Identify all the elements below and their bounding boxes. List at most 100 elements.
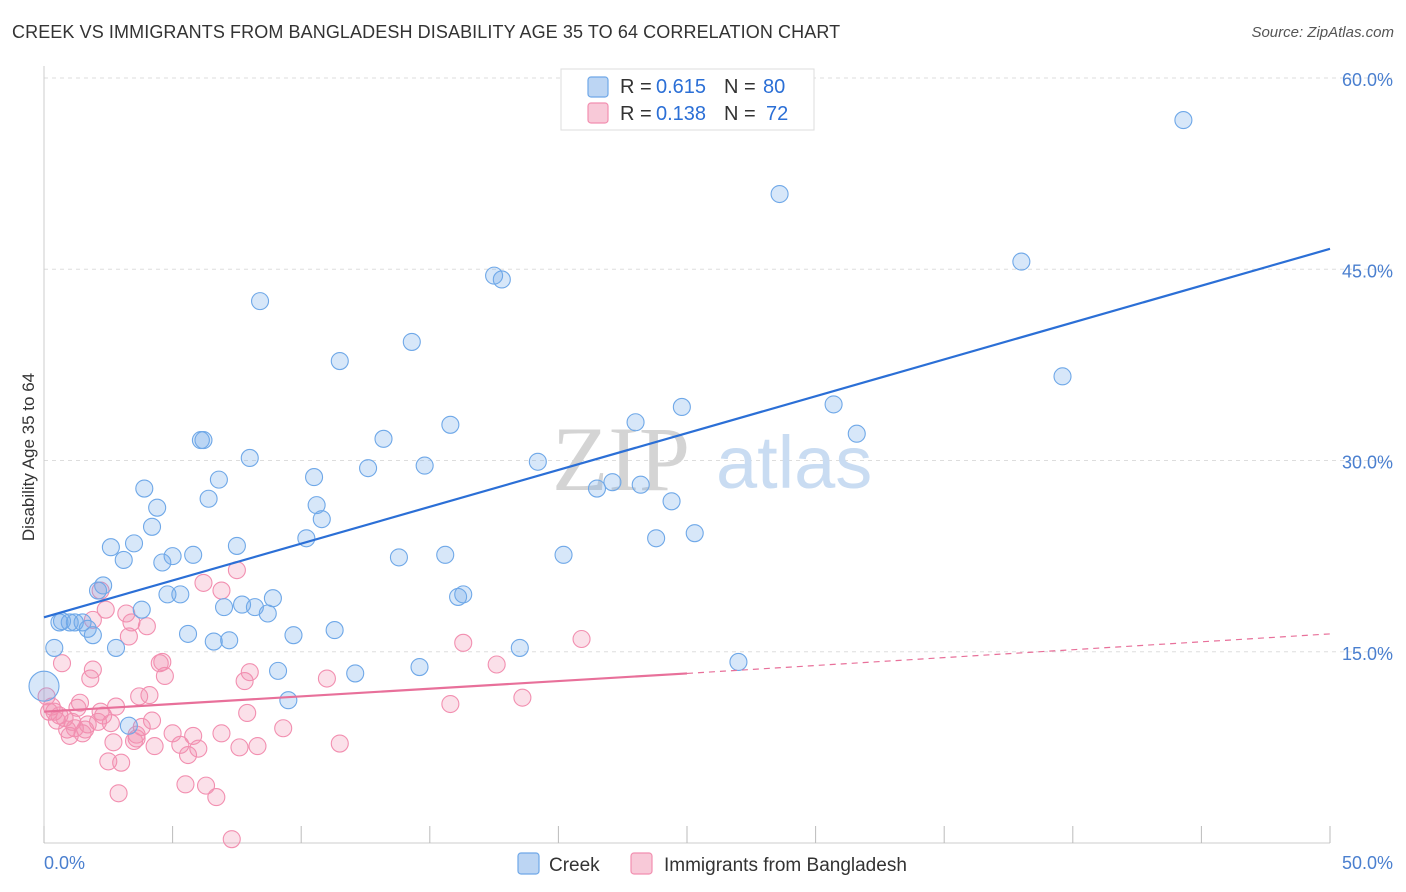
bangladesh-point-37 [142, 711, 162, 730]
legend: R = 0.615 N = 80 R = 0.138 N = 72 [560, 68, 815, 131]
creek-point-21 [163, 547, 182, 566]
bangladesh-point-21 [94, 706, 113, 725]
creek-point-28 [204, 632, 223, 651]
bangladesh-point-51 [212, 724, 231, 743]
creek-point-0 [28, 670, 60, 702]
creek-point-36 [250, 292, 270, 311]
watermark-zip: ZIP [552, 408, 690, 510]
creek-point-56 [441, 415, 460, 434]
creek-point-62 [528, 452, 547, 471]
bangladesh-point-18 [83, 660, 102, 679]
bangladesh-point-23 [101, 714, 120, 733]
bangladesh-point-55 [235, 672, 254, 691]
bangladesh-point-70 [212, 581, 231, 600]
bangladesh-point-12 [68, 698, 87, 717]
legend-r-label-bangladesh: R = [620, 103, 652, 125]
creek-point-1 [45, 638, 64, 657]
bangladesh-point-47 [189, 739, 208, 758]
bangladesh-point-64 [487, 655, 506, 674]
bangladesh-point-56 [238, 703, 257, 723]
bangladesh-point-57 [240, 663, 259, 682]
creek-point-8 [83, 626, 102, 645]
creek-point-41 [284, 626, 303, 645]
creek-trend-line [43, 247, 1331, 619]
creek-point-26 [194, 431, 213, 450]
bangladesh-point-58 [248, 737, 267, 756]
bangladesh-point-66 [572, 629, 591, 649]
bangladesh-point-49 [196, 776, 216, 795]
watermark-atlas: atlas [716, 421, 872, 504]
creek-point-19 [153, 553, 172, 572]
creek-point-60 [492, 270, 511, 289]
bangladesh-point-59 [274, 719, 293, 738]
creek-point-77 [1053, 367, 1072, 386]
bangladesh-point-65 [513, 688, 532, 707]
creek-point-17 [142, 517, 162, 536]
creek-point-46 [325, 621, 344, 640]
creek-point-78 [1174, 111, 1193, 130]
creek-point-22 [171, 585, 190, 604]
y-axis-label: Disability Age 35 to 64 [19, 373, 38, 541]
creek-point-18 [148, 498, 167, 517]
creek-point-4 [60, 613, 79, 632]
creek-point-76 [1012, 252, 1031, 271]
creek-point-65 [603, 473, 622, 492]
creek-point-39 [269, 661, 288, 680]
creek-point-34 [240, 448, 259, 468]
creek-point-67 [631, 475, 650, 494]
creek-point-75 [847, 424, 866, 443]
creek-point-61 [510, 638, 529, 657]
bangladesh-point-63 [454, 633, 473, 652]
creek-point-30 [214, 598, 234, 617]
creek-point-13 [114, 550, 133, 570]
creek-point-69 [662, 492, 681, 511]
creek-point-37 [258, 604, 277, 623]
creek-point-40 [279, 691, 298, 710]
creek-point-47 [330, 351, 349, 371]
bottom-legend-bangladesh: Immigrants from Bangladesh [664, 855, 907, 876]
bangladesh-point-38 [145, 737, 164, 756]
bangladesh-point-43 [171, 735, 190, 754]
legend-n-value-creek: 80 [763, 76, 785, 98]
y-tick-label-3: 60.0% [1342, 70, 1393, 90]
x-tick-label-0: 0.0% [44, 853, 85, 873]
creek-point-29 [209, 470, 228, 489]
creek-point-44 [307, 496, 326, 515]
bangladesh-point-61 [330, 734, 349, 753]
creek-point-73 [770, 184, 789, 204]
bangladesh-point-13 [70, 693, 90, 712]
bottom-legend-creek: Creek [549, 855, 600, 876]
bangladesh-point-68 [83, 610, 102, 629]
bangladesh-trend-extension [686, 633, 1331, 675]
creek-point-31 [220, 631, 239, 650]
creek-point-49 [359, 459, 378, 478]
bangladesh-point-30 [122, 613, 141, 632]
bangladesh-point-54 [230, 738, 249, 757]
creek-point-74 [824, 395, 843, 414]
creek-point-11 [101, 538, 120, 557]
creek-point-53 [410, 657, 429, 677]
bottom-legend-swatch-bangladesh [630, 852, 653, 875]
creek-point-20 [158, 585, 177, 604]
creek-point-14 [124, 534, 144, 553]
creek-point-64 [587, 479, 607, 498]
legend-n-label-bangladesh: N = [724, 103, 756, 125]
chart-title: CREEK VS IMMIGRANTS FROM BANGLADESH DISA… [12, 22, 841, 42]
bangladesh-point-35 [137, 617, 156, 636]
creek-point-66 [626, 413, 645, 432]
bangladesh-point-62 [441, 694, 460, 714]
bangladesh-point-29 [119, 627, 138, 646]
bangladesh-trend-line [43, 672, 688, 713]
y-tick-label-2: 45.0% [1342, 261, 1393, 281]
creek-point-63 [554, 545, 573, 564]
creek-point-68 [647, 529, 666, 548]
creek-point-9 [88, 581, 108, 600]
creek-point-23 [178, 624, 198, 643]
bangladesh-point-44 [176, 775, 195, 794]
bangladesh-point-36 [140, 686, 159, 705]
bangladesh-point-48 [194, 573, 213, 592]
creek-point-70 [672, 397, 691, 417]
creek-point-50 [374, 429, 393, 448]
bangladesh-point-26 [109, 784, 128, 803]
